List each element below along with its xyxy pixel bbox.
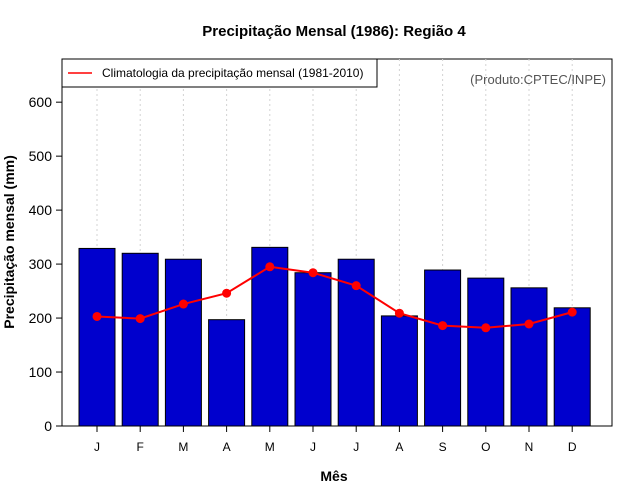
climatology-point-12	[567, 307, 577, 317]
climatology-line-group	[92, 262, 577, 333]
x-axis-label: Mês	[320, 468, 347, 484]
x-tick-label: M	[178, 440, 188, 454]
bar-9	[424, 269, 462, 427]
chart-title: Precipitação Mensal (1986): Região 4	[202, 23, 466, 40]
x-tick-label: J	[353, 440, 359, 454]
x-tick-label: A	[223, 440, 231, 454]
x-tick-label: N	[525, 440, 534, 454]
climatology-line	[96, 265, 573, 329]
x-tick-label: A	[395, 440, 403, 454]
y-tick-label: 200	[29, 310, 53, 326]
y-tick-label: 400	[29, 202, 53, 218]
bar-11	[510, 287, 548, 427]
x-tick-label: O	[481, 440, 490, 454]
x-tick-label: F	[137, 440, 144, 454]
climatology-point-6	[308, 268, 318, 278]
x-tick-label: M	[265, 440, 275, 454]
credit-text: (Produto:CPTEC/INPE)	[470, 72, 606, 87]
bar-4	[208, 319, 246, 427]
x-tick-label: J	[94, 440, 100, 454]
y-axis: 0 100 200 300 400 500 600	[29, 94, 62, 434]
bar-2	[121, 252, 159, 427]
bar-6	[294, 272, 332, 427]
x-tick-label: S	[439, 440, 447, 454]
climatology-point-2	[135, 314, 145, 324]
legend-entry-climatology: Climatologia da precipitação mensal (198…	[102, 66, 363, 80]
climatology-point-10	[481, 323, 491, 333]
legend: Climatologia da precipitação mensal (198…	[61, 58, 378, 88]
climatology-point-9	[438, 321, 448, 331]
bar-1	[78, 247, 116, 427]
climatology-point-4	[222, 288, 232, 298]
y-tick-label: 300	[29, 256, 53, 272]
bar-8	[380, 315, 418, 427]
climatology-point-3	[178, 299, 188, 309]
climatology-point-1	[92, 311, 102, 321]
climatology-point-7	[351, 281, 361, 291]
climatology-point-8	[394, 308, 404, 318]
y-axis-label: Precipitação mensal (mm)	[1, 155, 17, 329]
climatology-point-5	[265, 262, 275, 272]
y-tick-label: 500	[29, 148, 53, 164]
bar-3	[164, 258, 202, 427]
bar-12	[553, 307, 591, 427]
climatology-point-11	[524, 319, 534, 329]
y-tick-label: 0	[44, 418, 52, 434]
y-tick-label: 100	[29, 364, 53, 380]
bar-10	[467, 277, 505, 427]
x-tick-label: J	[310, 440, 316, 454]
bars-group	[78, 246, 591, 427]
y-tick-label: 600	[29, 94, 53, 110]
legend-box	[61, 58, 378, 88]
x-tick-label: D	[568, 440, 577, 454]
